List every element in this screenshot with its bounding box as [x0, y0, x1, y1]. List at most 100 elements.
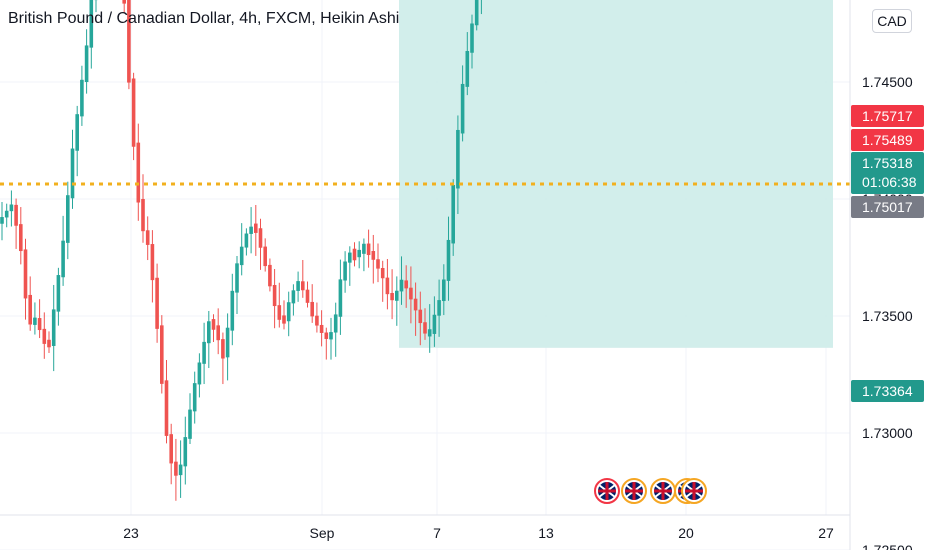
x-tick-label: 20	[678, 525, 694, 541]
candle-body	[131, 78, 136, 147]
candle-body	[221, 339, 225, 359]
gb-flag-icon[interactable]	[594, 478, 620, 504]
candle-body	[14, 204, 18, 226]
candle-body	[235, 263, 239, 293]
candle-body	[460, 83, 465, 134]
chart-title: British Pound / Canadian Dollar, 4h, FXC…	[8, 10, 400, 27]
candle-body	[80, 79, 84, 117]
candle-body	[385, 277, 390, 295]
candle-body	[249, 226, 253, 234]
price-tag-bg	[851, 105, 924, 127]
candle-body	[155, 277, 159, 329]
candle-body	[296, 281, 300, 291]
candle-body	[23, 249, 28, 299]
candle-body	[432, 314, 437, 334]
candle-body	[465, 50, 470, 87]
candle-body	[352, 248, 357, 261]
candle-body	[272, 284, 277, 307]
candle-body	[164, 380, 169, 436]
y-tick-label: 1.72500	[862, 542, 913, 550]
candle-body	[324, 332, 329, 339]
candle-body	[404, 280, 408, 289]
candle-body	[357, 249, 361, 258]
candle-body	[127, 0, 131, 83]
candle-body	[291, 290, 296, 304]
candle-body	[239, 246, 244, 266]
candle-body	[169, 434, 173, 464]
candle-body	[390, 292, 394, 301]
candle-body	[371, 251, 376, 260]
price-tag: 1.75318 01:06:38	[851, 152, 924, 194]
x-tick-label: 27	[818, 525, 834, 541]
candle-body	[150, 244, 155, 281]
gb-flag-icon[interactable]	[650, 478, 676, 504]
candle-body	[19, 224, 23, 252]
price-tag-label: 1.75017	[862, 199, 913, 215]
candle-body	[409, 287, 413, 300]
candle-body	[225, 327, 230, 358]
candle-body	[413, 298, 418, 311]
candle-body	[192, 383, 197, 412]
flag-cross	[605, 482, 609, 500]
candle-body	[329, 332, 333, 340]
gb-flag-icon[interactable]	[621, 478, 647, 504]
candle-body	[70, 148, 75, 199]
price-tag-bg	[851, 129, 924, 151]
countdown-label: 01:06:38	[862, 174, 917, 190]
candle-body	[366, 243, 371, 256]
y-tick-label: 1.73500	[862, 308, 913, 324]
candle-body	[305, 289, 310, 303]
price-tag-label: 1.73364	[862, 383, 913, 399]
candle-body	[42, 328, 47, 344]
candle-body	[47, 339, 51, 348]
candle-body	[244, 233, 249, 248]
x-tick-label: 23	[123, 525, 139, 541]
candle-body	[89, 0, 94, 48]
price-tag: 1.75717	[851, 105, 924, 127]
candle-body	[122, 0, 126, 4]
candle-body	[230, 290, 235, 331]
price-tag: 1.75489	[851, 129, 924, 151]
candles-group	[0, 0, 482, 501]
candle-body	[197, 362, 202, 385]
candle-body	[418, 309, 423, 324]
candle-body	[301, 281, 305, 291]
candle-body	[51, 309, 56, 346]
candle-body	[282, 315, 286, 324]
candle-body	[451, 184, 455, 244]
candle-body	[61, 240, 65, 278]
price-tag-label: 1.75318	[862, 155, 913, 171]
candle-body	[319, 324, 324, 333]
candle-body	[338, 279, 343, 317]
candle-body	[427, 329, 432, 337]
flag-cross	[632, 482, 636, 500]
candle-body	[160, 325, 164, 384]
candle-body	[56, 275, 61, 312]
x-tick-label: 7	[433, 525, 441, 541]
candle-body	[277, 305, 282, 320]
candle-body	[315, 315, 319, 326]
gb-flag-icon[interactable]	[681, 478, 707, 504]
candle-body	[66, 195, 70, 243]
candle-body	[286, 302, 291, 322]
candle-body	[183, 437, 188, 467]
candle-body	[268, 264, 272, 287]
candle-body	[423, 322, 427, 334]
candle-body	[456, 129, 460, 189]
candle-body	[395, 290, 399, 301]
candle-body	[343, 261, 347, 281]
candle-body	[446, 239, 451, 281]
y-tick-label: 1.73000	[862, 425, 913, 441]
currency-button[interactable]: CAD	[872, 9, 912, 33]
flag-cross	[661, 482, 665, 500]
candle-body	[207, 321, 211, 344]
candle-body	[254, 223, 258, 233]
candle-body	[136, 142, 141, 203]
price-tag: 1.75017	[851, 196, 924, 218]
candle-body	[174, 461, 178, 476]
candle-body	[310, 301, 314, 317]
candle-body	[258, 228, 263, 248]
x-tick-label: Sep	[310, 525, 335, 541]
candle-body	[362, 243, 366, 254]
